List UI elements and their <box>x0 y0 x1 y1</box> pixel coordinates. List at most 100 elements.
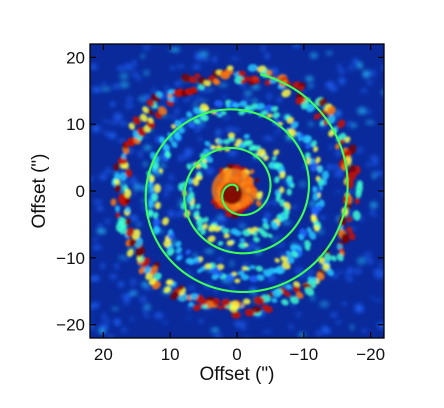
emission-blob <box>196 224 204 232</box>
noise-blob <box>111 307 119 311</box>
noise-blob <box>238 320 247 326</box>
emission-blob <box>305 142 311 150</box>
noise-blob <box>315 330 322 337</box>
emission-blob <box>189 293 199 301</box>
noise-blob <box>143 144 152 151</box>
emission-blob <box>132 116 141 125</box>
emission-blob <box>290 182 295 189</box>
emission-blob <box>166 279 174 286</box>
noise-blob <box>118 254 127 261</box>
emission-blob <box>318 97 327 107</box>
noise-blob <box>298 180 307 188</box>
emission-blob <box>317 178 324 187</box>
noise-blob <box>198 50 209 58</box>
emission-blob <box>171 140 178 148</box>
noise-blob <box>368 212 379 217</box>
emission-blob <box>181 73 192 83</box>
emission-blob <box>346 203 352 210</box>
emission-blob <box>152 211 159 219</box>
noise-blob <box>205 166 215 175</box>
central-core <box>211 168 255 212</box>
noise-blob <box>91 86 102 93</box>
noise-blob <box>105 318 111 323</box>
noise-blob <box>182 97 191 103</box>
emission-blob <box>264 104 274 113</box>
emission-blob <box>196 268 202 274</box>
emission-blob <box>139 113 148 122</box>
emission-blob <box>284 291 291 297</box>
x-axis-label: Offset (") <box>199 364 274 385</box>
noise-blob <box>297 332 307 337</box>
noise-blob <box>197 136 204 142</box>
emission-blob <box>240 274 249 281</box>
emission-blob <box>138 266 146 275</box>
noise-blob <box>251 83 260 90</box>
emission-blob <box>304 244 311 251</box>
noise-blob <box>266 277 277 282</box>
noise-blob <box>372 171 377 180</box>
emission-blob <box>113 163 120 171</box>
emission-blob <box>242 229 251 237</box>
noise-blob <box>174 81 182 87</box>
emission-blob <box>347 216 352 223</box>
emission-blob <box>162 143 170 152</box>
noise-blob <box>364 252 373 256</box>
noise-blob <box>266 92 273 100</box>
emission-blob <box>226 240 234 246</box>
emission-blob <box>144 266 152 274</box>
emission-blob <box>186 163 193 170</box>
noise-blob <box>167 173 175 181</box>
emission-blob <box>188 186 193 192</box>
noise-blob <box>234 127 240 133</box>
noise-blob <box>261 44 266 52</box>
noise-blob <box>113 112 123 121</box>
noise-blob <box>153 312 164 319</box>
emission-blob <box>263 155 269 161</box>
emission-blob <box>128 122 135 130</box>
noise-blob <box>309 200 316 207</box>
x-tick-label: −20 <box>356 345 385 364</box>
emission-blob <box>257 227 265 234</box>
emission-blob <box>114 184 121 193</box>
emission-blob <box>128 237 137 247</box>
emission-blob <box>151 160 160 170</box>
noise-blob <box>274 130 281 135</box>
emission-blob <box>197 171 202 178</box>
noise-blob <box>163 85 171 91</box>
emission-blob <box>170 291 180 301</box>
noise-blob <box>117 281 125 288</box>
noise-blob <box>90 314 95 318</box>
noise-blob <box>124 102 134 110</box>
emission-blob <box>147 109 154 115</box>
emission-blob <box>273 149 280 156</box>
emission-blob <box>223 233 230 239</box>
noise-blob <box>307 122 315 127</box>
emission-blob <box>238 242 247 249</box>
emission-blob <box>261 304 268 310</box>
noise-blob <box>221 222 227 226</box>
noise-blob <box>141 281 149 288</box>
emission-blob <box>188 301 195 307</box>
noise-blob <box>369 154 379 162</box>
noise-blob <box>282 221 292 225</box>
emission-blob <box>255 102 265 111</box>
noise-blob <box>348 208 352 217</box>
noise-blob <box>212 55 217 64</box>
noise-blob <box>138 295 147 304</box>
x-axis-ticks: 20 10 0 −10 −20 <box>94 44 385 364</box>
emission-blob <box>204 140 211 147</box>
emission-blob <box>262 269 272 277</box>
noise-blob <box>97 222 103 229</box>
noise-blob <box>129 278 137 287</box>
y-tick-label: −20 <box>56 316 85 335</box>
noise-blob <box>356 257 366 265</box>
noise-blob <box>369 201 378 209</box>
emission-blob <box>298 85 305 92</box>
noise-blob <box>178 198 188 203</box>
emission-blob <box>309 158 315 165</box>
noise-blob <box>307 83 314 89</box>
emission-blob <box>125 168 133 178</box>
noise-blob <box>332 273 338 279</box>
emission-blob <box>313 224 320 232</box>
noise-blob <box>91 125 101 133</box>
